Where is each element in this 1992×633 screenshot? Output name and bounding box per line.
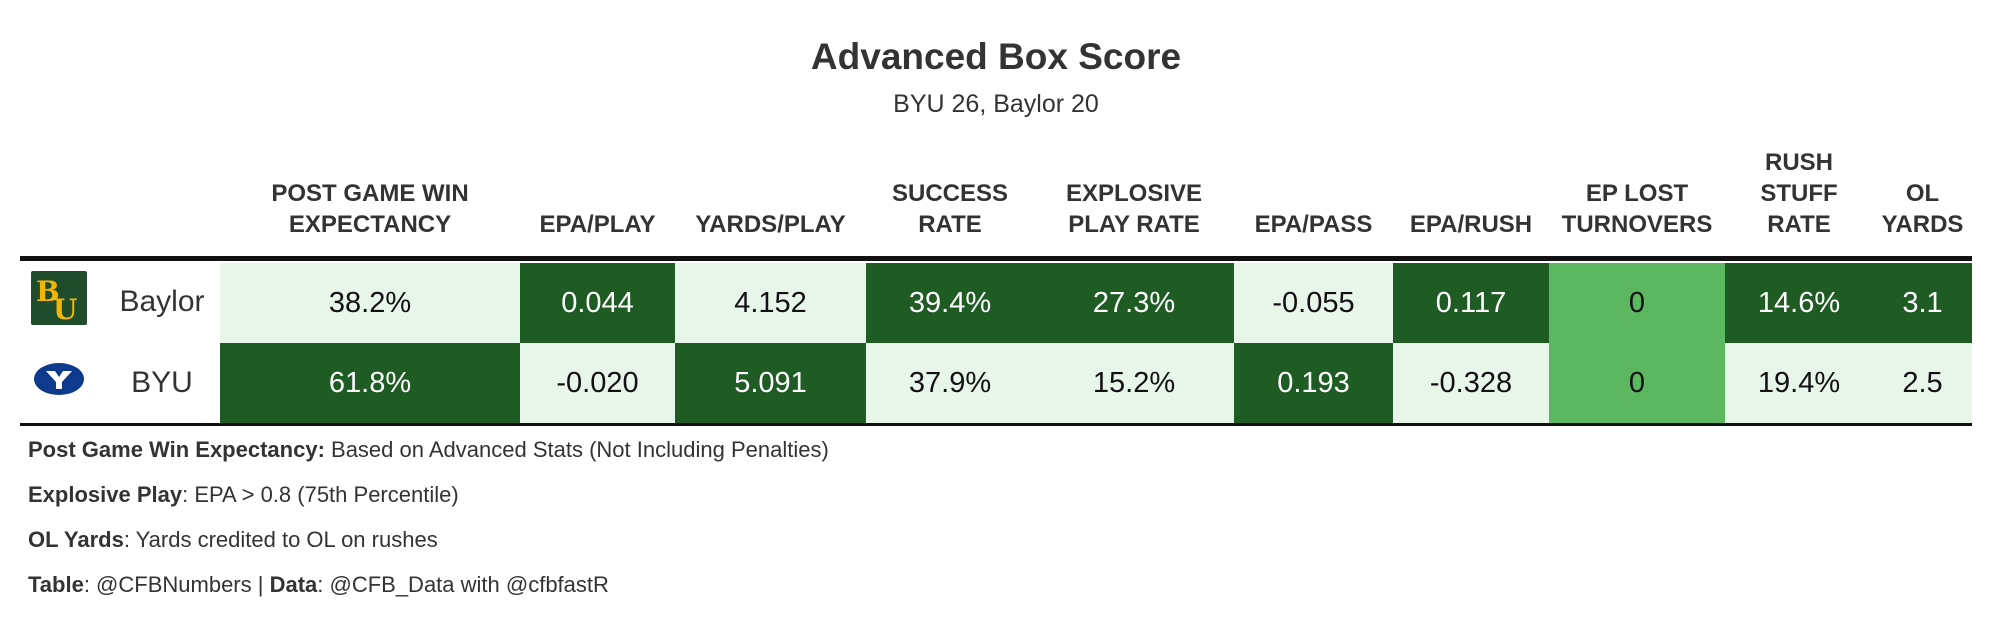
table-cell: 14.6% (1725, 263, 1873, 343)
table-cell: 3.1 (1873, 263, 1972, 343)
column-header: SUCCESS RATE (891, 180, 1009, 238)
bottom-border-segment (1234, 423, 1393, 426)
table-cell: -0.055 (1234, 263, 1393, 343)
team-name-byu: BYU (131, 366, 193, 399)
svg-text:U: U (53, 293, 77, 325)
column-header: YARDS/PLAY (695, 211, 846, 238)
table-cell: 0.117 (1393, 263, 1549, 343)
table-cell: 0 (1549, 263, 1725, 343)
column-header: EPA/PLAY (539, 211, 656, 238)
table-cell: 61.8% (220, 343, 520, 423)
column-header: EP LOST TURNOVERS (1561, 180, 1713, 238)
table-cell: 0 (1549, 343, 1725, 423)
header-divider (20, 256, 1972, 261)
table-cell: 2.5 (1873, 343, 1972, 423)
table-cell: 39.4% (866, 263, 1034, 343)
bottom-border-segment (1393, 423, 1972, 426)
table-cell: 5.091 (675, 343, 866, 423)
chart-subtitle: BYU 26, Baylor 20 (893, 90, 1099, 118)
table-cell: 15.2% (1034, 343, 1234, 423)
svg-text:B: B (36, 275, 60, 308)
note-ol-yards: OL Yards: Yards credited to OL on rushes (28, 527, 438, 552)
table-cell: -0.328 (1393, 343, 1549, 423)
column-header: EPA/RUSH (1409, 211, 1533, 238)
table-cell: 38.2% (220, 263, 520, 343)
table-cell: 19.4% (1725, 343, 1873, 423)
table-cell: -0.020 (520, 343, 675, 423)
table-cell: 27.3% (1034, 263, 1234, 343)
column-header: RUSH STUFF RATE (1760, 149, 1838, 238)
table-cell: 0.044 (520, 263, 675, 343)
column-header: POST GAME WIN EXPECTANCY (271, 180, 469, 238)
credits-line: Table: @CFBNumbers | Data: @CFB_Data wit… (28, 572, 609, 597)
chart-title: Advanced Box Score (810, 36, 1182, 77)
byu-y-oval-logo (33, 362, 85, 396)
column-header: OL YARDS (1881, 180, 1964, 238)
note-explosive-play: Explosive Play: EPA > 0.8 (75th Percenti… (28, 482, 459, 507)
table-cell: 37.9% (866, 343, 1034, 423)
team-name-baylor: Baylor (119, 285, 205, 318)
bottom-border-segment (20, 423, 1234, 426)
baylor-bu-logo: B U (31, 271, 87, 326)
column-header: EPA/PASS (1254, 211, 1373, 238)
table-cell: 0.193 (1234, 343, 1393, 423)
table-cell: 4.152 (675, 263, 866, 343)
note-win-expectancy: Post Game Win Expectancy: Based on Advan… (28, 437, 829, 462)
column-header: EXPLOSIVE PLAY RATE (1065, 180, 1203, 238)
